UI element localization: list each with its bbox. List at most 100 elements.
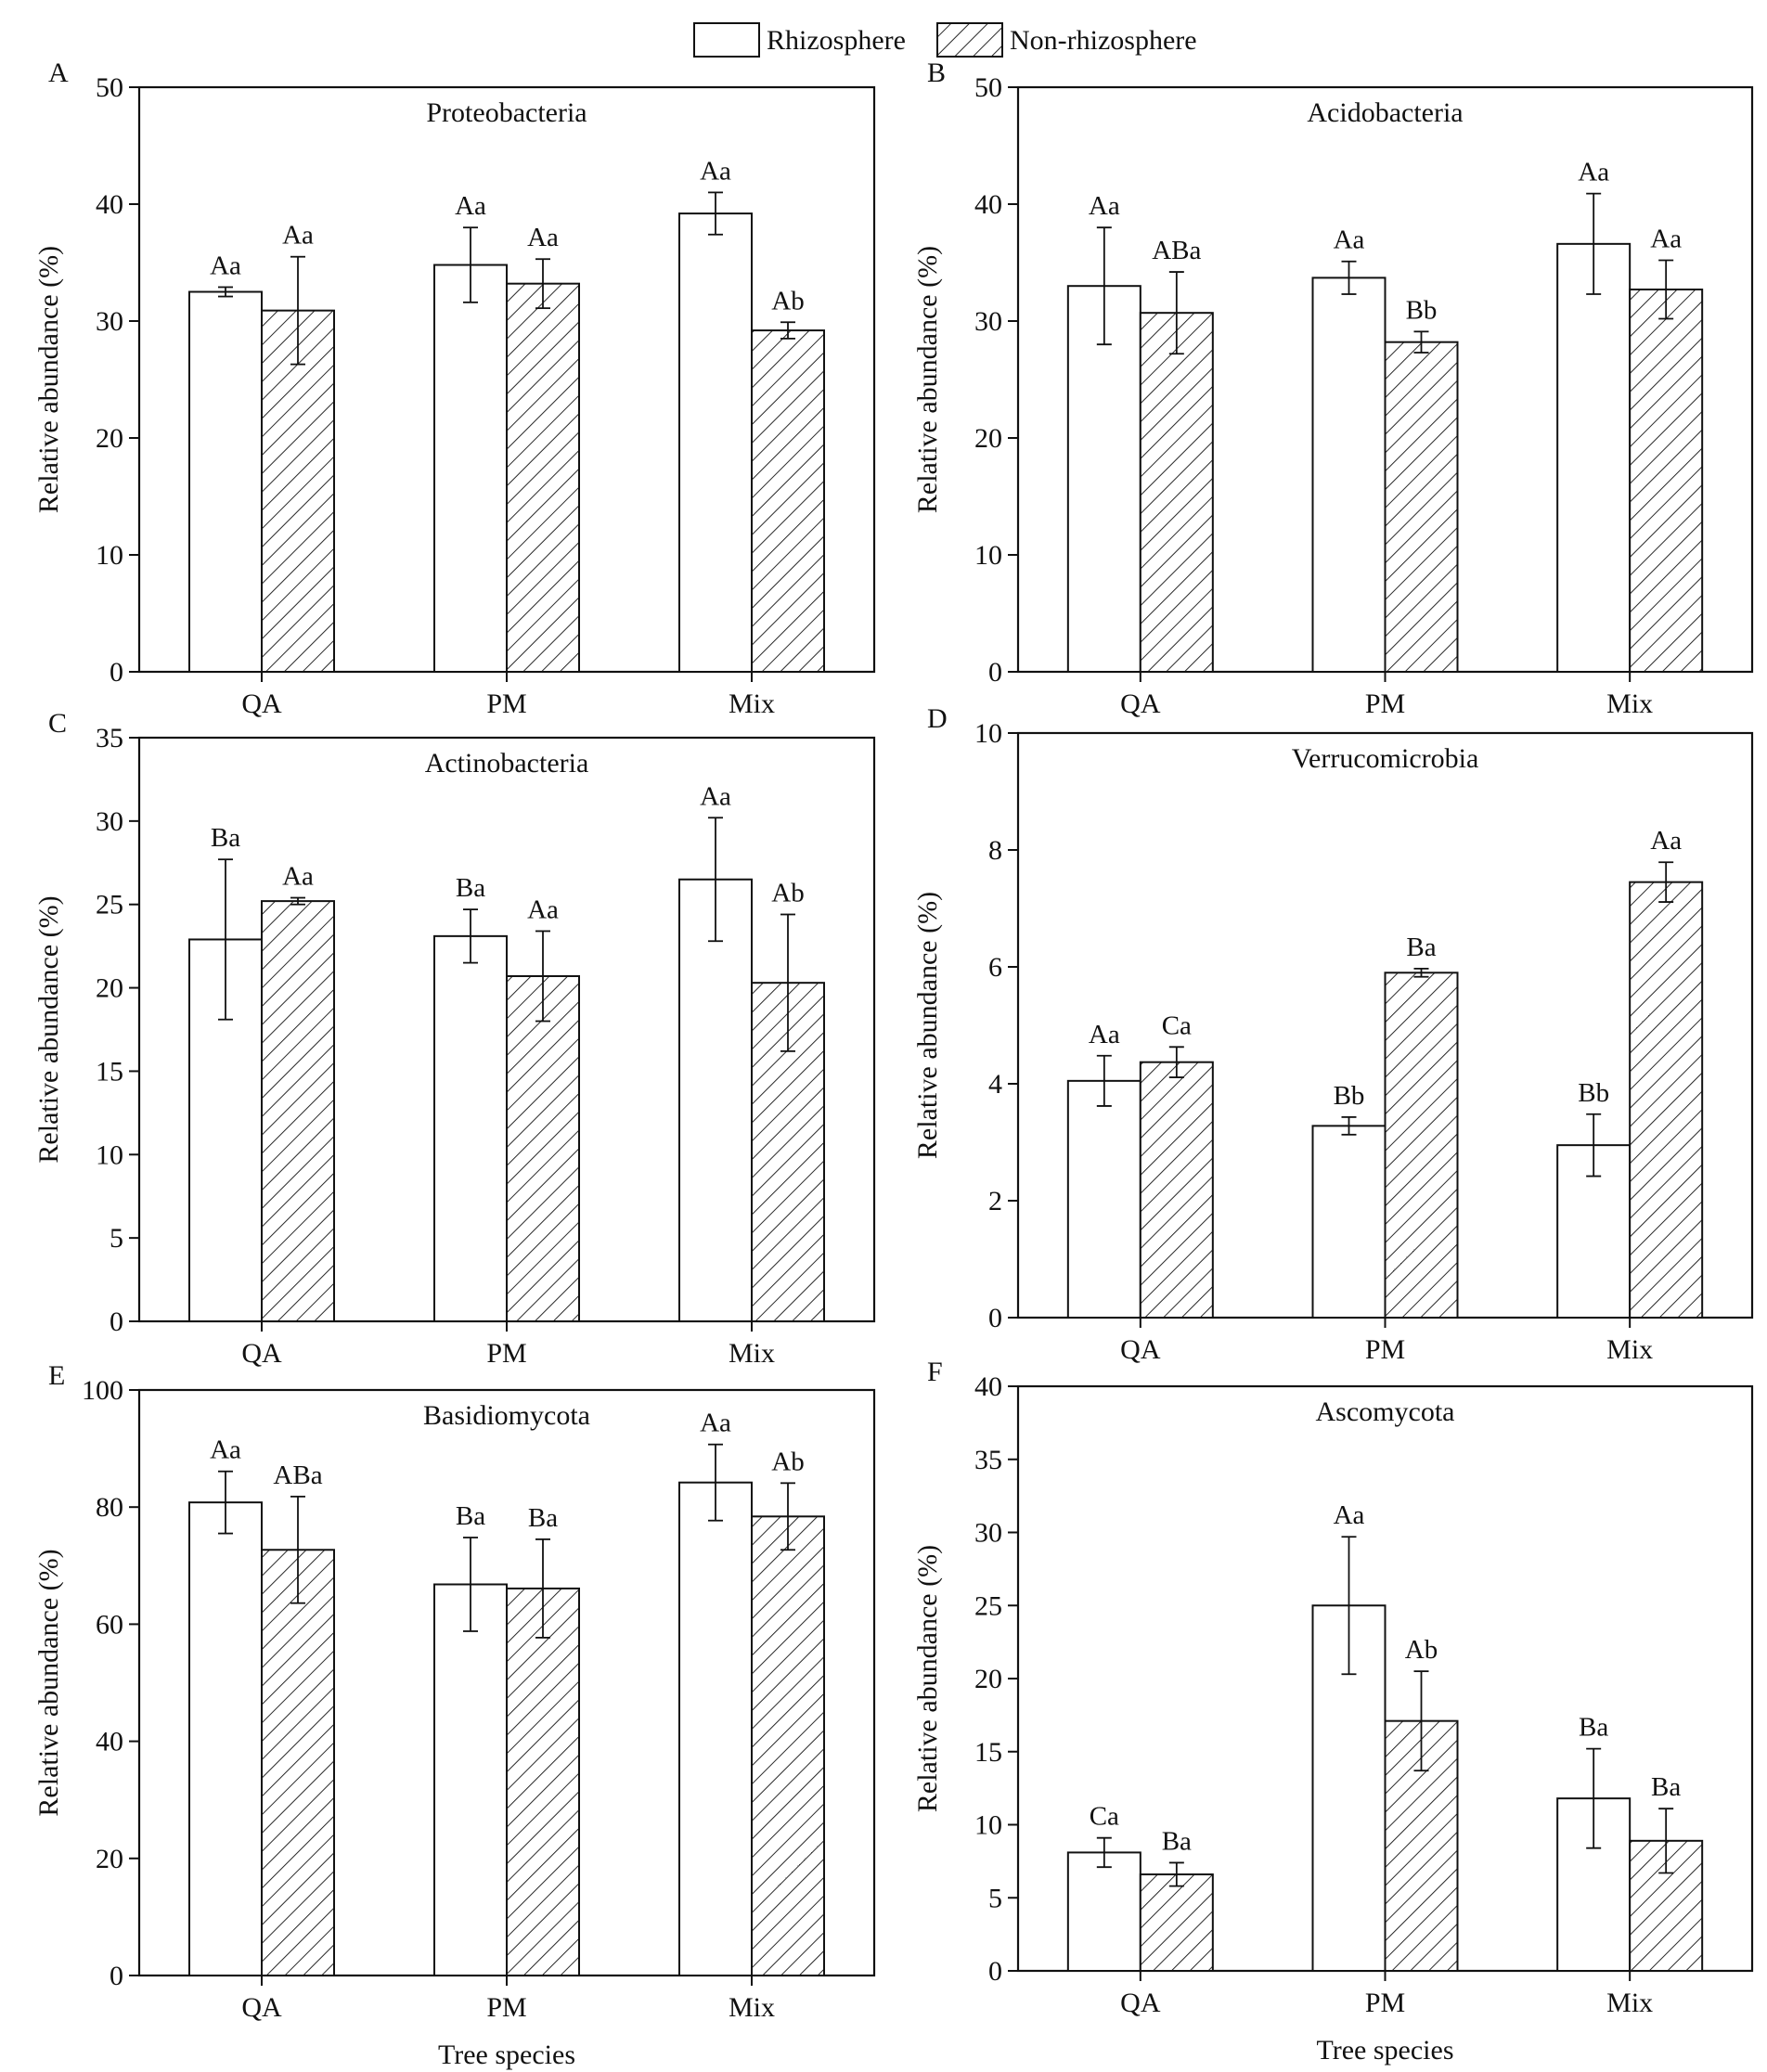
- y-tick-label-a: 10: [96, 540, 123, 571]
- panel-c: C Actinobacteria 0 5 10 15 20 25 30 35 Relative ab…: [33, 708, 876, 1369]
- bar-e-qa-non-rhizosphere: [261, 1549, 335, 1976]
- panel-title-b: Acidobacteria: [1307, 97, 1463, 128]
- y-axis-label-e: Relative abundance (%): [33, 1549, 64, 1816]
- significance-label-b: Aa: [1578, 158, 1609, 187]
- bar-d-qa-rhizosphere: [1066, 1079, 1141, 1319]
- bar-d-mix-non-rhizosphere: [1629, 881, 1704, 1319]
- y-tick-label-a: 0: [110, 657, 123, 688]
- y-tick-label-e: 40: [96, 1727, 123, 1757]
- panel-title-d: Verrucomicrobia: [1292, 743, 1479, 774]
- bar-f-qa-rhizosphere: [1066, 1851, 1141, 1973]
- y-tick-label-c: 35: [96, 723, 123, 753]
- y-tick-label-b: 10: [974, 540, 1002, 571]
- bar-b-pm-rhizosphere: [1311, 277, 1387, 673]
- significance-label-d: Ba: [1406, 933, 1436, 962]
- bar-a-pm-non-rhizosphere: [506, 282, 580, 673]
- significance-label-b: ABa: [1152, 236, 1201, 265]
- bar-e-pm-non-rhizosphere: [506, 1587, 580, 1977]
- x-tick-label-f: QA: [1120, 1988, 1161, 2018]
- y-axis-label-a: Relative abundance (%): [33, 246, 64, 513]
- x-tick-label-d: Mix: [1606, 1334, 1653, 1365]
- bar-c-qa-non-rhizosphere: [261, 900, 335, 1322]
- bar-e-mix-non-rhizosphere: [751, 1515, 825, 1977]
- significance-label-c: Ab: [771, 878, 804, 907]
- x-tick-label-c: QA: [241, 1338, 282, 1369]
- y-tick-label-f: 35: [974, 1445, 1002, 1475]
- x-axis-label-f: Tree species: [1316, 2035, 1453, 2066]
- panel-d: D Verrucomicrobia 0 2 4 6 8 10 Relative abundanc…: [912, 703, 1754, 1365]
- significance-label-c: Aa: [700, 781, 731, 811]
- x-tick-label-d: PM: [1365, 1334, 1405, 1365]
- bar-a-mix-non-rhizosphere: [751, 329, 825, 673]
- significance-label-c: Ba: [211, 823, 240, 853]
- significance-label-c: Aa: [527, 894, 559, 924]
- significance-label-d: Aa: [1089, 1020, 1120, 1049]
- y-tick-label-f: 0: [988, 1956, 1002, 1987]
- significance-label-e: Aa: [700, 1409, 731, 1438]
- significance-label-f: Ba: [1651, 1772, 1681, 1802]
- significance-label-b: Bb: [1406, 295, 1438, 325]
- y-tick-label-c: 10: [96, 1139, 123, 1170]
- panel-b: B Acidobacteria 0 10 20 30 40 50 Relative abunda…: [912, 58, 1754, 719]
- significance-label-a: Aa: [210, 251, 241, 280]
- panel-letter-c: C: [48, 708, 67, 739]
- x-tick-label-b: Mix: [1606, 689, 1653, 719]
- bar-c-mix-rhizosphere: [678, 878, 753, 1322]
- significance-label-c: Aa: [282, 862, 314, 892]
- y-tick-label-a: 30: [96, 306, 123, 337]
- panel-title-a: Proteobacteria: [426, 97, 587, 128]
- y-tick-label-e: 20: [96, 1844, 123, 1874]
- legend-label-non-rhizosphere: Non-rhizosphere: [1010, 25, 1197, 56]
- bar-b-pm-non-rhizosphere: [1384, 341, 1459, 673]
- y-tick-label-b: 30: [974, 306, 1002, 337]
- panel-e: E Basidiomycota 0 20 40 60 80 100 Relative abund…: [33, 1360, 876, 2070]
- panel-title-c: Actinobacteria: [425, 748, 589, 779]
- bar-a-pm-rhizosphere: [433, 264, 508, 673]
- y-tick-label-d: 0: [988, 1303, 1002, 1333]
- x-tick-label-f: Mix: [1606, 1988, 1653, 2018]
- significance-label-a: Aa: [455, 191, 486, 221]
- y-tick-label-a: 50: [96, 72, 123, 103]
- y-tick-label-d: 4: [988, 1069, 1002, 1100]
- legend: Rhizosphere Non-rhizosphere: [693, 22, 1197, 58]
- significance-label-e: ABa: [273, 1461, 322, 1490]
- y-tick-label-b: 50: [974, 72, 1002, 103]
- significance-label-f: Ba: [1579, 1713, 1608, 1743]
- significance-label-c: Ba: [456, 873, 485, 903]
- x-tick-label-a: QA: [241, 689, 282, 719]
- y-tick-label-d: 8: [988, 835, 1002, 866]
- significance-label-d: Bb: [1334, 1081, 1365, 1111]
- x-tick-label-c: PM: [486, 1338, 526, 1369]
- significance-label-b: Aa: [1334, 225, 1365, 255]
- y-tick-label-c: 20: [96, 973, 123, 1004]
- panel-letter-d: D: [927, 703, 948, 734]
- x-tick-label-d: QA: [1120, 1334, 1161, 1365]
- y-tick-label-d: 2: [988, 1186, 1002, 1216]
- significance-label-a: Aa: [700, 156, 731, 186]
- y-tick-label-c: 5: [110, 1223, 123, 1254]
- y-tick-label-e: 0: [110, 1961, 123, 1991]
- y-tick-label-e: 100: [82, 1375, 123, 1406]
- x-tick-label-b: PM: [1365, 689, 1405, 719]
- y-tick-label-f: 15: [974, 1737, 1002, 1768]
- significance-label-b: Aa: [1650, 224, 1682, 253]
- y-axis-label-f: Relative abundance (%): [912, 1545, 943, 1812]
- bar-b-mix-rhizosphere: [1556, 242, 1632, 673]
- significance-label-d: Bb: [1578, 1078, 1609, 1108]
- y-tick-label-a: 40: [96, 189, 123, 220]
- bar-b-mix-non-rhizosphere: [1629, 288, 1704, 673]
- bar-f-qa-non-rhizosphere: [1139, 1873, 1214, 1973]
- y-tick-label-b: 40: [974, 189, 1002, 220]
- bar-a-qa-rhizosphere: [188, 290, 263, 673]
- y-tick-label-f: 25: [974, 1590, 1002, 1621]
- y-tick-label-f: 5: [988, 1883, 1002, 1913]
- panel-letter-e: E: [48, 1360, 65, 1391]
- bar-d-pm-non-rhizosphere: [1384, 972, 1459, 1319]
- panel-letter-a: A: [48, 58, 69, 88]
- bar-e-mix-rhizosphere: [678, 1481, 753, 1976]
- y-tick-label-f: 10: [974, 1810, 1002, 1841]
- x-tick-label-a: PM: [486, 689, 526, 719]
- significance-label-e: Ba: [528, 1503, 558, 1533]
- x-tick-label-e: PM: [486, 1992, 526, 2023]
